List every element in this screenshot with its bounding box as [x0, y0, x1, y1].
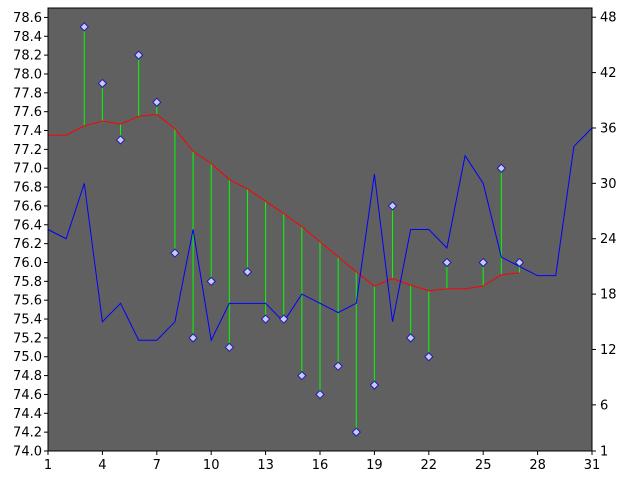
left-axis-tick-label: 74.2 [13, 426, 42, 441]
blue-series-line [47, 127, 593, 342]
right-axis-tick-label: 24 [600, 232, 617, 247]
data-point-marker [188, 333, 198, 343]
x-axis-tick-label: 7 [153, 458, 161, 473]
left-axis-tick-label: 75.8 [13, 275, 42, 290]
data-point-marker [369, 380, 380, 390]
x-axis-tick-label: 31 [584, 458, 601, 473]
data-point-marker [97, 78, 108, 89]
left-axis-tick-label: 77.4 [13, 124, 42, 139]
data-point-marker [496, 163, 507, 173]
left-axis-tick-label: 76.6 [13, 199, 42, 214]
data-point-marker [351, 427, 361, 437]
data-point-marker [79, 22, 89, 32]
data-point-marker [514, 257, 525, 268]
left-axis-tick-label: 75.6 [13, 294, 42, 309]
x-axis-tick-label: 16 [312, 458, 329, 473]
data-point-marker [297, 370, 307, 381]
left-axis-tick-label: 78.0 [13, 67, 42, 82]
left-axis-tick-label: 77.6 [13, 105, 42, 120]
data-point-marker [442, 257, 452, 268]
left-axis-tick-label: 75.4 [13, 313, 42, 328]
left-axis-tick-label: 77.0 [13, 162, 42, 177]
left-axis-tick-label: 74.8 [13, 369, 42, 384]
left-axis-tick-label: 76.0 [13, 256, 42, 271]
x-axis-tick-label: 22 [421, 458, 438, 473]
left-axis-tick-label: 75.0 [13, 350, 42, 365]
right-axis-tick-label: 1 [600, 445, 608, 460]
red-series-line [48, 113, 520, 292]
x-axis-tick-label: 1 [44, 458, 52, 473]
left-axis-tick-label: 74.4 [13, 407, 42, 422]
data-point-marker [478, 257, 488, 268]
x-axis-tick-label: 19 [366, 458, 383, 473]
right-axis-tick-label: 30 [600, 177, 617, 192]
left-axis-tick-label: 75.2 [13, 331, 42, 346]
x-axis-tick-label: 28 [529, 458, 546, 473]
left-axis-tick-label: 74.6 [13, 388, 42, 403]
data-point-marker [260, 314, 271, 324]
data-point-marker [405, 333, 416, 343]
left-axis-tick-label: 77.8 [13, 86, 42, 101]
data-point-marker [115, 135, 126, 145]
right-axis-tick-label: 6 [600, 398, 608, 413]
data-point-marker [315, 389, 325, 400]
x-axis-tick-label: 4 [98, 458, 106, 473]
right-axis-tick-label: 36 [600, 121, 617, 136]
right-axis-tick-label: 12 [600, 343, 617, 358]
blue-line-series [47, 127, 593, 342]
data-point-marker [242, 267, 253, 277]
left-axis-tick-label: 74.0 [13, 445, 42, 460]
data-point-marker [424, 352, 434, 362]
data-point-marker [279, 314, 289, 324]
x-axis-tick-label: 25 [475, 458, 492, 473]
right-axis-tick-label: 42 [600, 66, 617, 81]
left-axis-tick-label: 78.4 [13, 30, 42, 45]
x-axis-tick-label: 10 [203, 458, 220, 473]
left-axis-tick-label: 77.2 [13, 143, 42, 158]
left-axis-tick-label: 78.2 [13, 49, 42, 64]
data-point-marker [152, 97, 162, 107]
data-point-marker [170, 248, 180, 258]
right-axis-tick-label: 18 [600, 288, 617, 303]
left-axis-tick-label: 76.4 [13, 218, 42, 233]
data-point-marker [387, 201, 398, 211]
axes: 74.0 74.2 74.4 74.6 74.8 75.0 75.2 75.4 75.6 75.8… [13, 7, 617, 473]
left-axis-tick-label: 76.8 [13, 181, 42, 196]
data-point-marker [206, 276, 216, 287]
data-point-marker [333, 361, 343, 371]
red-line-series [48, 113, 520, 292]
markers [79, 22, 525, 437]
left-axis-tick-label: 78.6 [13, 11, 42, 26]
data-point-marker [224, 342, 235, 353]
left-axis-tick-label: 76.2 [13, 237, 42, 252]
right-axis-tick-label: 48 [600, 11, 617, 26]
data-point-marker [133, 50, 144, 60]
x-axis-tick-label: 13 [257, 458, 274, 473]
